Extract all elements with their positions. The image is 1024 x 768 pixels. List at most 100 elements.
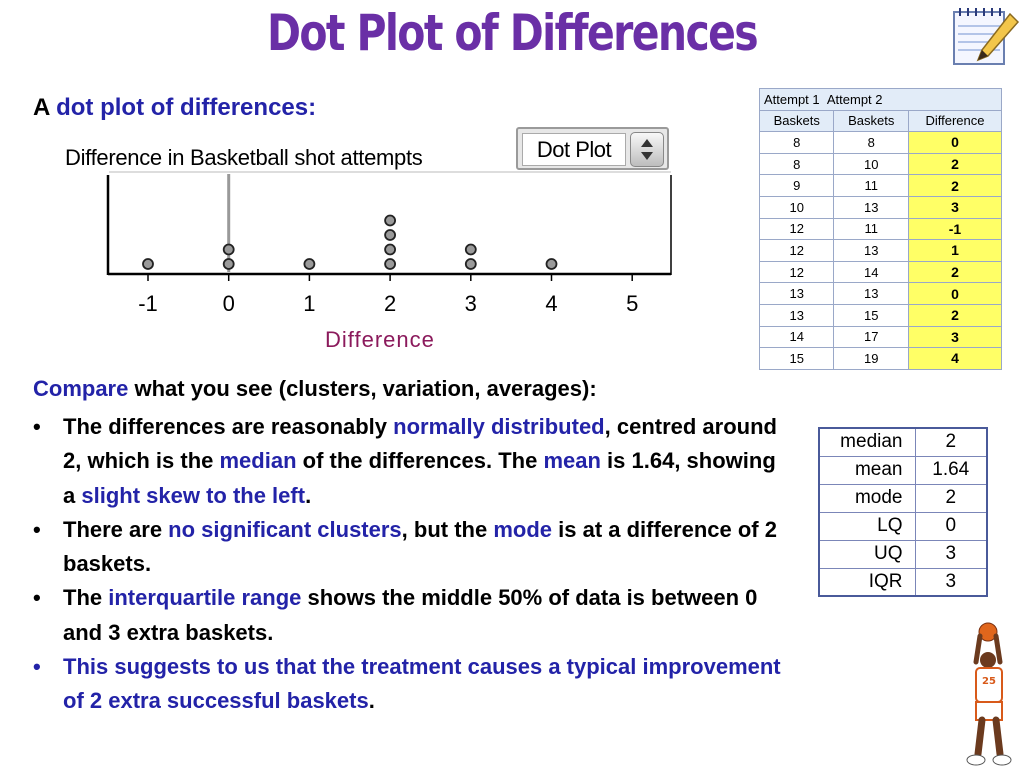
data-point [384,243,397,256]
up-down-arrows-icon[interactable] [630,132,664,167]
baskets-cell: 10 [833,152,909,176]
table-row: 12 14 2 [758,260,1003,284]
differences-table: Attempt 1 Attempt 2 Baskets Baskets Diff… [758,88,1003,370]
attempt-headers: Attempt 1 Attempt 2 [759,88,1002,111]
difference-cell: 0 [907,282,1003,305]
x-tick-label: -1 [138,291,158,316]
baskets-cell: 10 [758,195,835,219]
dropdown-selected-value: Dot Plot [522,133,626,166]
difference-cell: -1 [907,217,1003,241]
stats-row: UQ 3 [818,539,988,569]
stat-label: LQ [818,511,916,541]
table-row: 14 17 3 [758,325,1003,349]
column-header: Difference [907,109,1003,133]
baskets-cell: 8 [833,131,909,154]
baskets-cell: 9 [758,174,835,197]
baskets-cell: 13 [758,303,835,327]
x-tick-label: 5 [626,291,638,316]
table-header-row: Attempt 1 Attempt 2 [759,88,1002,111]
data-point [384,229,397,241]
data-point [384,214,397,227]
list-item: There are no significant clusters, but t… [33,513,793,582]
difference-cell: 1 [907,239,1003,262]
x-tick-label: 0 [223,291,235,316]
baskets-cell: 12 [758,239,835,262]
stat-value: 1.64 [914,455,988,485]
table-row: 13 15 2 [758,303,1003,327]
chart-title: Difference in Basketball shot attempts [65,145,423,170]
stat-value: 3 [914,539,988,569]
stats-row: mean 1.64 [818,455,988,485]
data-point [142,258,154,270]
stats-row: mode 2 [818,483,988,513]
baskets-cell: 12 [758,260,835,284]
difference-cell: 4 [907,347,1003,370]
data-point [384,258,397,270]
difference-cell: 3 [907,325,1003,349]
data-point [545,258,558,270]
difference-cell: 3 [907,195,1003,219]
dot-plot-chart: -1 0 1 2 3 4 5 [106,171,672,316]
summary-stats-table: median 2 mean 1.64 mode 2 LQ 0 UQ 3 IQR 3 [818,427,988,597]
baskets-cell: 12 [758,217,835,241]
data-point [464,243,477,256]
baskets-cell: 13 [833,195,909,219]
difference-cell: 0 [907,131,1003,154]
stat-label: mode [818,483,916,513]
table-row: 10 13 3 [758,195,1003,219]
table-row: 13 13 0 [758,282,1003,305]
stats-row: median 2 [818,427,988,457]
stat-label: IQR [818,567,916,597]
x-tick-label: 3 [465,291,477,316]
basketball-player-icon: 25 [966,622,1012,766]
baskets-cell: 17 [833,325,909,349]
table-row: 12 11 -1 [758,217,1003,241]
table-header-row: Baskets Baskets Difference [758,109,1003,133]
stat-label: mean [818,455,916,485]
table-row: 8 10 2 [758,152,1003,176]
stat-label: median [818,427,916,457]
player-jersey-number: 25 [982,676,996,687]
stat-value: 2 [914,483,988,513]
table-row: 9 11 2 [758,174,1003,197]
plot-type-dropdown[interactable]: Dot Plot [516,127,669,170]
compare-heading: Compare what you see (clusters, variatio… [33,376,597,401]
stats-row: IQR 3 [818,567,988,597]
list-item: The interquartile range shows the middle… [33,581,793,650]
difference-cell: 2 [907,260,1003,284]
baskets-cell: 8 [758,152,835,176]
difference-cell: 2 [907,303,1003,327]
x-tick-label: 4 [545,291,557,316]
baskets-cell: 11 [833,174,909,197]
baskets-cell: 13 [758,282,835,305]
table-row: 15 19 4 [758,347,1003,370]
data-point [303,258,316,270]
stats-row: LQ 0 [818,511,988,541]
baskets-cell: 14 [758,325,835,349]
stat-value: 2 [914,427,988,457]
page-title: Dot Plot of Differences [266,4,759,62]
baskets-cell: 13 [833,239,909,262]
stat-value: 3 [914,567,988,597]
notepad-pencil-icon [953,8,1020,65]
x-tick-label: 1 [303,291,315,316]
intro-text: A dot plot of differences: [33,94,317,121]
list-item: The differences are reasonably normally … [33,410,793,513]
baskets-cell: 15 [758,347,835,370]
difference-cell: 2 [907,152,1003,176]
baskets-cell: 14 [833,260,909,284]
difference-cell: 2 [907,174,1003,197]
data-point [222,258,235,270]
x-tick-label: 2 [384,291,396,316]
baskets-cell: 11 [833,217,909,241]
findings-list: The differences are reasonably normally … [33,410,793,719]
baskets-cell: 19 [833,347,909,370]
column-header: Baskets [833,109,909,133]
table-row: 12 13 1 [758,239,1003,262]
baskets-cell: 15 [833,303,909,327]
baskets-cell: 8 [758,131,835,154]
column-header: Baskets [758,109,835,133]
baskets-cell: 13 [833,282,909,305]
list-item: This suggests to us that the treatment c… [33,650,793,719]
